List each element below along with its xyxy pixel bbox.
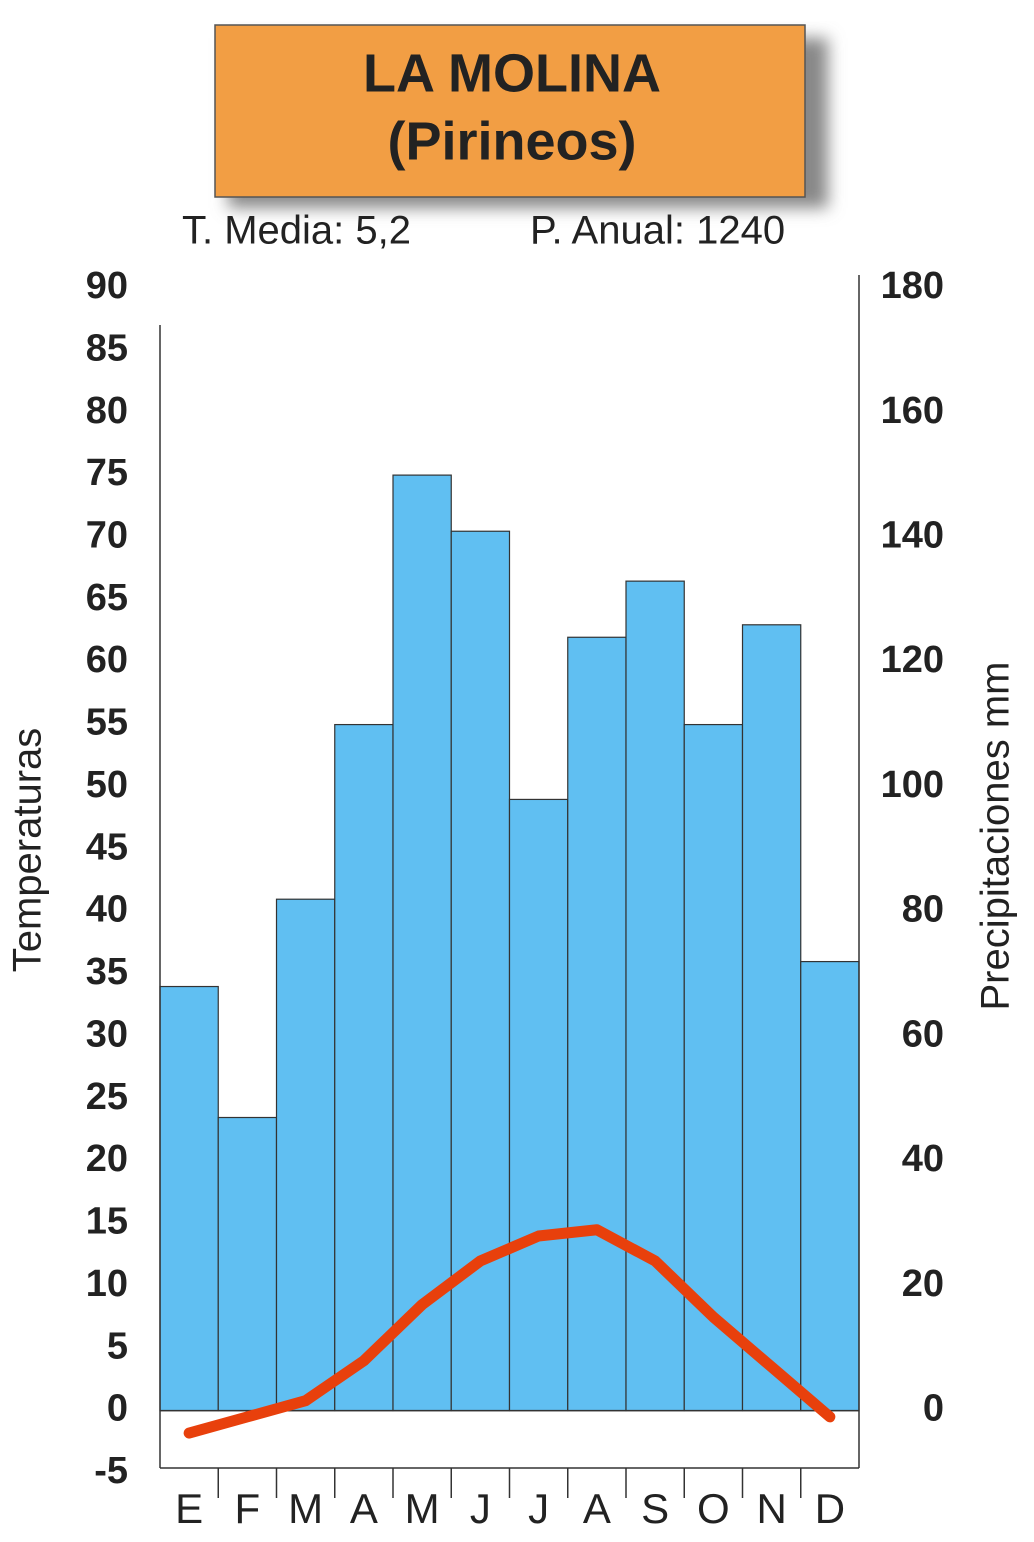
y-tick-label: 50 <box>86 764 128 806</box>
y2-tick-label: 40 <box>902 1138 944 1180</box>
y2-tick-label: 160 <box>881 390 944 432</box>
bar <box>275 898 336 1412</box>
y2-tick-label: 60 <box>902 1013 944 1055</box>
bar <box>741 624 802 1412</box>
bar <box>567 636 627 1412</box>
x-tick-label: E <box>175 1485 203 1532</box>
chart-subtitle: (Pirineos) <box>387 111 636 171</box>
annotation: P. Anual: 1240 <box>530 209 785 253</box>
y2-tick-label: 140 <box>881 515 944 557</box>
bar <box>217 1116 278 1412</box>
y2-tick-label: 80 <box>902 889 944 931</box>
y-axis-label: Temperaturas <box>6 728 50 973</box>
x-tick-label: J <box>528 1485 549 1532</box>
y2-tick-label: 20 <box>902 1263 944 1305</box>
y-tick-label: 25 <box>86 1076 128 1118</box>
x-tick-label: J <box>470 1485 491 1532</box>
y-tick-label: 55 <box>86 702 128 744</box>
x-tick-label: M <box>288 1485 323 1532</box>
y-tick-label: 0 <box>107 1388 128 1430</box>
y-tick-label: -5 <box>94 1450 128 1492</box>
y-tick-label: 90 <box>86 265 128 307</box>
y-tick-label: 65 <box>86 577 128 619</box>
y-tick-label: 45 <box>86 826 128 868</box>
y2-tick-label: 180 <box>881 265 944 307</box>
x-tick-label: O <box>697 1485 730 1532</box>
y-tick-label: 5 <box>107 1325 128 1367</box>
bar <box>392 474 452 1412</box>
x-tick-label: A <box>350 1485 378 1532</box>
y-tick-label: 30 <box>86 1013 128 1055</box>
bar <box>508 798 569 1412</box>
y-tick-label: 20 <box>86 1138 128 1180</box>
x-tick-label: M <box>405 1485 440 1532</box>
temperature-line <box>183 1224 836 1439</box>
x-tick-label: D <box>815 1485 845 1532</box>
y-tick-label: 85 <box>86 327 128 369</box>
bar <box>159 985 219 1412</box>
bar <box>683 723 744 1412</box>
title-box <box>214 24 806 198</box>
y-tick-label: 70 <box>86 515 128 557</box>
x-tick-label: F <box>235 1485 261 1532</box>
annotation: T. Media: 5,2 <box>182 209 411 253</box>
x-tick-label: A <box>583 1485 611 1532</box>
y-tick-label: 15 <box>86 1201 128 1243</box>
y2-tick-label: 100 <box>881 764 944 806</box>
y-tick-label: 80 <box>86 390 128 432</box>
bar <box>800 960 860 1412</box>
y2-tick-label: 120 <box>881 639 944 681</box>
y-tick-label: 60 <box>86 639 128 681</box>
y-tick-label: 35 <box>86 951 128 993</box>
y2-axis-label: Precipitaciones mm <box>974 661 1018 1010</box>
y-tick-label: 40 <box>86 889 128 931</box>
y-tick-label: 10 <box>86 1263 128 1305</box>
y-tick-label: 75 <box>86 452 128 494</box>
x-tick-label: S <box>641 1485 669 1532</box>
chart-title: LA MOLINA <box>363 43 661 103</box>
bar <box>334 723 394 1412</box>
x-tick-label: N <box>756 1485 786 1532</box>
y2-tick-label: 0 <box>923 1388 944 1430</box>
